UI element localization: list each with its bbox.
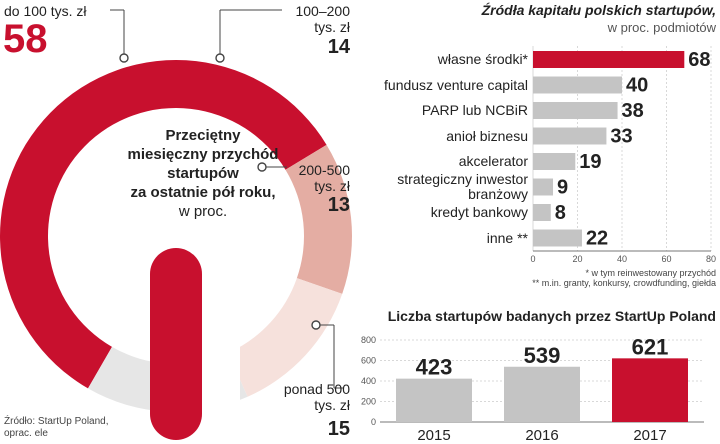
slice-label-1: do 100 tys. zł <box>4 3 87 19</box>
hbar-footnotes: * w tym reinwestowany przychód ** m.in. g… <box>532 268 716 288</box>
hbar-tick-label: 80 <box>706 254 716 264</box>
donut-stem <box>150 248 202 440</box>
vbar-tick-label: 600 <box>361 356 376 366</box>
hbar-tick-label: 40 <box>617 254 627 264</box>
leader-2-dot <box>215 53 225 63</box>
vbar-tick-label: 400 <box>361 376 376 386</box>
vbar-tick-label: 200 <box>361 397 376 407</box>
hbar-category-label: akcelerator <box>458 153 528 169</box>
vbar-tick-label: 800 <box>361 335 376 345</box>
hbar-category-label: PARP lub NCBiR <box>421 102 528 118</box>
slice-value-3: 13 <box>327 194 350 216</box>
vbar-bar <box>396 378 472 422</box>
hbar-category-label: strategiczny inwestor branżowy <box>397 171 528 202</box>
vbar-tick-label: 0 <box>371 417 376 427</box>
vbar-value-label: 539 <box>524 343 561 368</box>
hbar-subtitle: w proc. podmiotów <box>607 20 716 35</box>
vbar-category-label: 2017 <box>633 427 666 444</box>
hbar-bar <box>533 102 618 119</box>
slice-value-4: 15 <box>327 418 350 440</box>
leader-lines <box>110 9 344 389</box>
hbar-bar <box>533 204 551 221</box>
hbar-value-label: 9 <box>557 177 568 199</box>
hbar-bar <box>533 51 685 68</box>
hbar-category-label: inne ** <box>486 229 528 246</box>
hbar-title: Źródła kapitału polskich startupów, <box>481 2 716 18</box>
hbar-tick-label: 60 <box>661 254 671 264</box>
leader-3-dot <box>257 162 267 172</box>
slice-value-2: 14 <box>327 36 350 58</box>
vertical-bar-chart: 0 200 400 600 800 423 2015 539 2016 621 2017 <box>361 334 704 444</box>
slice-label-2: 100–200 tys. zł <box>295 3 350 35</box>
hbar-value-label: 8 <box>555 202 566 224</box>
slice-label-4: ponad 500 tys. zł <box>283 381 350 413</box>
hbar-tick-label: 20 <box>572 254 582 264</box>
leader-1-dot <box>119 53 129 63</box>
vbar-bar <box>612 358 688 422</box>
hbar-category-label: własne środki* <box>437 51 528 67</box>
vbar-bar <box>504 366 580 422</box>
hbar-bar <box>533 178 554 196</box>
vbar-category-label: 2016 <box>525 427 558 444</box>
hbar-bar <box>533 76 622 94</box>
vbar-category-label: 2015 <box>417 427 450 444</box>
hbar-category-label: kredyt bankowy <box>430 204 528 220</box>
vbar-value-label: 621 <box>632 334 669 359</box>
hbar-value-label: 19 <box>579 151 601 173</box>
donut-slice-3 <box>228 278 343 397</box>
donut-title: Przeciętny miesięczny przychód startupów… <box>127 127 279 220</box>
hbar-category-label: anioł biznesu <box>446 127 528 144</box>
hbar-bar <box>533 229 582 247</box>
hbar-value-label: 22 <box>586 228 608 250</box>
hbar-tick-label: 0 <box>530 254 535 264</box>
source-note: Źródło: StartUp Poland, oprac. ele <box>4 416 109 439</box>
donut-slice-2 <box>285 144 352 294</box>
horizontal-bar-chart: 0 20 40 60 80 68 40 38 33 19 9 8 22 <box>530 46 716 264</box>
leader-4-dot <box>311 320 321 330</box>
hbar-value-label: 40 <box>626 75 648 97</box>
donut-chart <box>0 60 352 444</box>
vbar-title: Liczba startupów badanych przez StartUp … <box>387 308 716 324</box>
slice-value-1: 58 <box>3 17 48 61</box>
hbar-value-label: 33 <box>610 126 632 148</box>
hbar-bar <box>533 153 576 170</box>
slice-label-3: 200-500 tys. zł <box>298 162 350 194</box>
vbar-value-label: 423 <box>416 355 453 380</box>
hbar-bar <box>533 127 607 145</box>
hbar-value-label: 68 <box>688 49 710 71</box>
donut-slice-1 <box>0 60 327 389</box>
hbar-value-label: 38 <box>622 100 644 122</box>
hbar-category-label: fundusz venture capital <box>384 76 528 93</box>
